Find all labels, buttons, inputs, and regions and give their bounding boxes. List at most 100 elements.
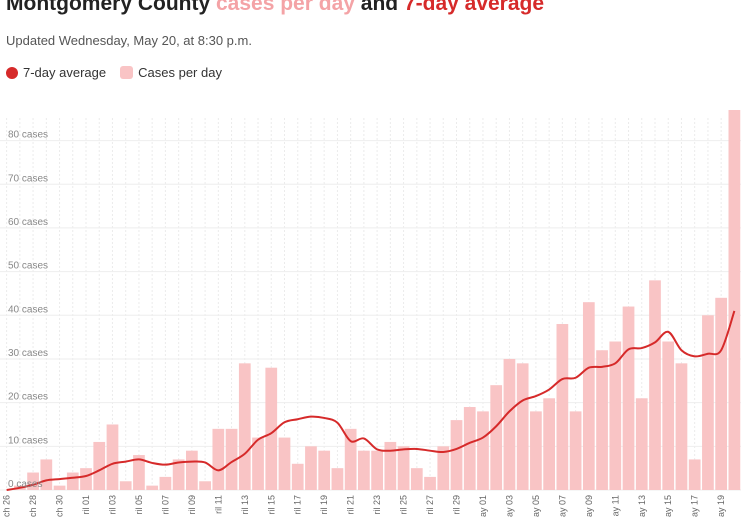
x-tick-label: ril 25 xyxy=(399,495,409,515)
legend-label-cases: Cases per day xyxy=(138,65,222,80)
legend-item-cases: Cases per day xyxy=(120,65,222,80)
x-tick-label: ay 03 xyxy=(504,495,514,517)
x-tick-label: ril 13 xyxy=(240,495,250,515)
bars xyxy=(13,110,741,490)
title-prefix: Montgomery County xyxy=(6,0,216,15)
bar-april-05 xyxy=(133,455,145,490)
y-tick-label: 20 cases xyxy=(8,392,48,403)
bar-may-06 xyxy=(543,398,555,490)
y-tick-label: 30 cases xyxy=(8,348,48,359)
bar-april-14 xyxy=(252,437,264,490)
bar-may-16 xyxy=(675,363,688,490)
chart-title: Montgomery County cases per day and 7-da… xyxy=(6,0,544,16)
bar-april-03 xyxy=(106,424,119,490)
bar-april-11 xyxy=(212,428,225,490)
title-and: and xyxy=(354,0,404,15)
bar-may-18 xyxy=(702,315,714,490)
y-tick-label: 50 cases xyxy=(8,261,48,272)
bar-april-19 xyxy=(318,450,331,490)
bar-april-13 xyxy=(238,363,251,490)
bar-april-01 xyxy=(80,468,92,490)
x-tick-label: ril 05 xyxy=(134,495,144,515)
bar-may-09 xyxy=(582,302,595,490)
bar-may-08 xyxy=(569,411,582,490)
bar-april-22 xyxy=(358,450,370,490)
bar-may-17 xyxy=(688,459,701,490)
y-tick-label: 70 cases xyxy=(8,173,48,184)
bar-april-07 xyxy=(159,476,172,490)
x-tick-label: ay 01 xyxy=(478,495,488,517)
x-tick-label: ril 21 xyxy=(346,495,356,515)
y-tick-label: 60 cases xyxy=(8,217,48,228)
bar-april-10 xyxy=(199,481,211,490)
bar-april-02 xyxy=(93,441,106,490)
x-tick-label: ay 17 xyxy=(690,495,700,517)
bar-april-17 xyxy=(291,463,304,490)
bar-april-18 xyxy=(305,446,317,490)
legend-swatch-average xyxy=(6,66,18,79)
bar-may-07 xyxy=(556,324,569,490)
bar-april-25 xyxy=(397,446,410,490)
bar-april-06 xyxy=(146,485,159,490)
bar-april-24 xyxy=(384,441,397,490)
bar-april-23 xyxy=(371,450,383,490)
updated-timestamp: Updated Wednesday, May 20, at 8:30 p.m. xyxy=(6,33,252,48)
x-tick-label: ril 17 xyxy=(293,495,303,515)
average-line xyxy=(6,310,736,491)
bar-may-19 xyxy=(715,297,728,490)
bar-april-04 xyxy=(119,481,132,490)
bar-may-11 xyxy=(609,341,622,490)
x-tick-label: ril 11 xyxy=(213,495,223,514)
x-tick-label: ril 27 xyxy=(425,495,435,515)
x-tick-label: ay 07 xyxy=(557,495,567,517)
bar-may-20 xyxy=(728,110,741,490)
x-tick-label: ch 26 xyxy=(2,495,12,517)
legend: 7-day average Cases per day xyxy=(6,65,236,80)
legend-swatch-cases xyxy=(120,66,134,79)
average-line-layer xyxy=(6,310,736,491)
x-tick-label: ay 11 xyxy=(610,495,620,516)
bar-april-27 xyxy=(424,476,436,490)
x-tick-label: ril 15 xyxy=(266,495,276,515)
bar-april-21 xyxy=(344,428,357,490)
cases-chart: 0 cases 10 cases 20 cases 30 cases 40 cases 5… xyxy=(0,110,741,517)
bar-may-02 xyxy=(490,385,503,490)
x-tick-label: ay 13 xyxy=(637,495,647,517)
x-tick-label: ay 15 xyxy=(663,495,673,517)
bar-march-31 xyxy=(66,472,79,490)
bar-april-12 xyxy=(225,428,238,490)
bar-april-16 xyxy=(278,437,291,490)
bar-april-08 xyxy=(172,459,185,490)
bar-may-10 xyxy=(596,350,608,490)
y-tick-label: 0 cases xyxy=(8,479,42,490)
bar-may-15 xyxy=(662,341,675,490)
y-tick-label: 80 cases xyxy=(8,130,48,141)
bar-march-30 xyxy=(53,485,66,490)
x-tick-label: ril 09 xyxy=(187,495,197,515)
bar-may-04 xyxy=(516,363,529,490)
x-tick-label: ay 05 xyxy=(531,495,541,517)
bar-april-30 xyxy=(463,407,476,490)
bar-march-29 xyxy=(40,459,53,490)
title-cases-highlight: cases per day xyxy=(216,0,355,15)
bar-may-12 xyxy=(622,306,635,490)
bar-april-09 xyxy=(186,450,198,490)
y-tick-label: 10 cases xyxy=(8,435,48,446)
x-tick-label: ril 23 xyxy=(372,495,382,515)
x-tick-label: ril 01 xyxy=(81,495,91,515)
x-tick-label: ril 07 xyxy=(160,495,170,515)
bar-may-13 xyxy=(635,398,648,490)
x-tick-label: ch 30 xyxy=(55,495,65,517)
bar-may-14 xyxy=(649,280,661,490)
x-axis-ticks: ch 26 ch 28 ch 30 ril 01 ril 03 ril 05 ril 07 r… xyxy=(2,495,727,517)
bar-april-20 xyxy=(331,468,344,490)
x-tick-label: ril 19 xyxy=(319,495,329,515)
y-axis-ticks: 0 cases 10 cases 20 cases 30 cases 40 cases 5… xyxy=(8,130,48,490)
y-tick-label: 40 cases xyxy=(8,304,48,315)
x-tick-label: ril 29 xyxy=(452,495,462,515)
bar-march-28 xyxy=(27,472,39,490)
legend-item-average: 7-day average xyxy=(6,65,106,80)
x-tick-label: ay 09 xyxy=(584,495,594,517)
x-tick-label: ch 28 xyxy=(28,495,38,517)
bar-may-03 xyxy=(503,358,516,490)
